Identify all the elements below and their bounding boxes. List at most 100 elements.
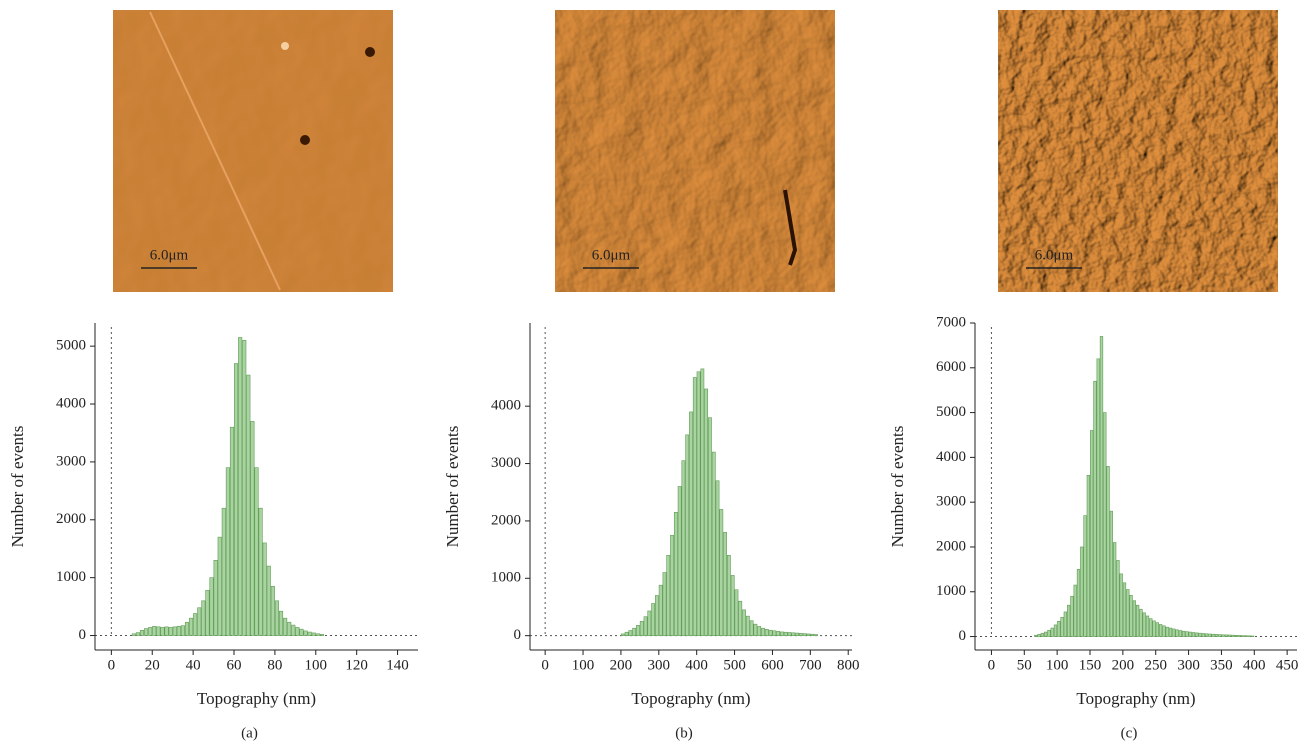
bar <box>225 467 230 636</box>
bar <box>213 559 218 636</box>
bar <box>184 621 190 636</box>
bar <box>1057 621 1061 637</box>
y-tick-label: 2000 <box>936 538 966 554</box>
bar <box>662 572 667 636</box>
bar <box>700 368 705 636</box>
bar <box>1211 633 1215 637</box>
x-tick-label: 250 <box>1144 657 1167 673</box>
bar <box>666 555 671 636</box>
bar <box>719 509 724 636</box>
bar <box>1063 611 1067 637</box>
bar <box>764 629 769 636</box>
bar <box>1076 569 1081 637</box>
bar <box>1178 630 1182 637</box>
bar <box>1090 430 1094 637</box>
scale-bar-label: 6.0μm <box>592 247 631 263</box>
bar <box>1208 633 1212 637</box>
bar <box>246 374 251 636</box>
bar <box>1073 584 1077 637</box>
y-tick-label: 4000 <box>491 398 521 414</box>
y-tick-label: 5000 <box>936 404 966 420</box>
x-axis-label: Topography (nm) <box>631 689 750 708</box>
bar <box>745 615 750 636</box>
bar <box>1188 631 1192 637</box>
x-tick-label: 200 <box>610 657 633 673</box>
bar <box>734 589 739 636</box>
bar <box>795 632 799 636</box>
bar <box>802 633 807 636</box>
bar <box>787 632 792 636</box>
x-tick-label: 500 <box>723 657 746 673</box>
bar <box>209 577 214 636</box>
bar <box>262 542 267 636</box>
bar <box>283 617 288 636</box>
bar <box>658 584 663 636</box>
x-tick-label: 0 <box>988 657 996 673</box>
bar <box>135 632 140 636</box>
bar <box>139 630 145 636</box>
bar <box>655 595 659 636</box>
x-tick-label: 200 <box>1112 657 1135 673</box>
y-tick-label: 7000 <box>936 314 966 330</box>
bar <box>1172 628 1176 637</box>
bar <box>1234 635 1238 637</box>
bar <box>673 512 678 636</box>
bar <box>1191 632 1196 637</box>
bar <box>708 417 712 636</box>
y-tick-label: 1000 <box>936 583 966 599</box>
bar <box>783 631 788 636</box>
bar <box>711 451 716 636</box>
bar <box>681 460 686 636</box>
bar <box>791 632 796 636</box>
x-tick-label: 450 <box>1276 657 1299 673</box>
bar <box>234 363 239 636</box>
bar <box>1132 600 1136 637</box>
afm-image-b <box>555 10 835 292</box>
bar <box>168 627 173 636</box>
y-tick-label: 3000 <box>491 455 521 471</box>
bar <box>1149 618 1153 637</box>
bar <box>242 340 247 636</box>
panel-label: (a) <box>241 725 258 741</box>
y-axis-label: Number of events <box>888 426 907 548</box>
bar <box>1109 510 1113 637</box>
bar <box>1244 635 1248 637</box>
bar <box>148 627 153 636</box>
afm-image-a <box>113 10 393 292</box>
bar <box>299 628 304 636</box>
bar <box>295 627 300 636</box>
bar <box>1103 412 1107 637</box>
bar <box>643 616 648 636</box>
bar <box>311 632 316 636</box>
bar <box>1195 632 1199 637</box>
bar <box>238 337 243 636</box>
x-tick-label: 350 <box>1210 657 1233 673</box>
x-tick-label: 600 <box>761 657 784 673</box>
bar <box>254 467 259 636</box>
bar <box>1070 595 1074 637</box>
bar <box>776 631 781 636</box>
bar <box>761 627 765 636</box>
bar <box>1080 546 1084 637</box>
x-tick-label: 400 <box>685 657 708 673</box>
bar <box>1050 627 1054 637</box>
y-tick-label: 2000 <box>491 512 521 528</box>
bar <box>1241 635 1245 637</box>
x-tick-label: 150 <box>1079 657 1102 673</box>
bar <box>303 630 308 636</box>
bar <box>1251 635 1255 637</box>
bar <box>726 555 731 636</box>
bar <box>1126 589 1130 637</box>
x-tick-label: 60 <box>227 657 242 673</box>
bar <box>266 565 271 636</box>
bar <box>229 426 235 636</box>
y-tick-label: 0 <box>959 628 967 644</box>
bar <box>689 411 693 636</box>
bar <box>156 626 161 636</box>
x-tick-label: 300 <box>1177 657 1200 673</box>
x-tick-label: 140 <box>386 657 409 673</box>
panel-label: (b) <box>675 725 693 741</box>
bar <box>1037 634 1041 637</box>
bar <box>780 631 784 636</box>
scale-bar-label: 6.0μm <box>1035 247 1074 263</box>
